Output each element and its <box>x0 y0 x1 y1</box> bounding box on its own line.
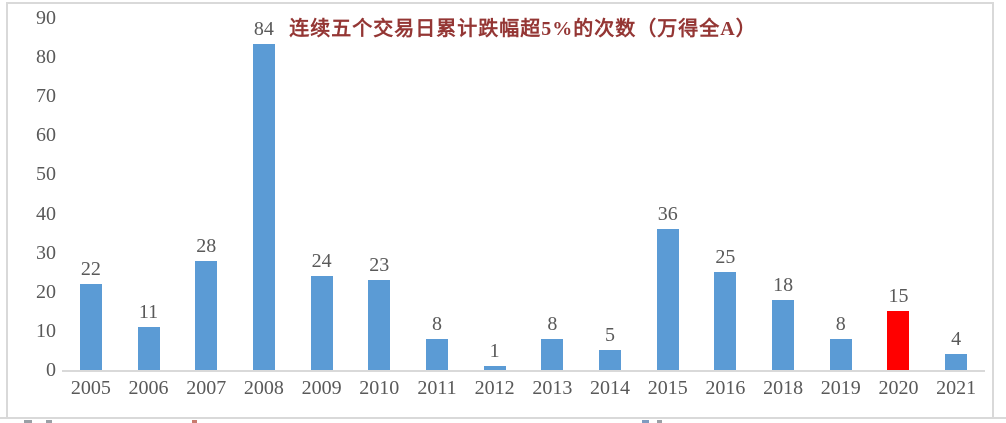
bar-column-2011: 8 <box>408 18 466 370</box>
x-axis-label-2018: 2018 <box>763 377 804 399</box>
x-axis-label-2020: 2020 <box>878 377 919 399</box>
bar-value-label-2008: 84 <box>253 18 274 40</box>
x-axis-label-2009: 2009 <box>301 377 342 399</box>
bar-2015 <box>656 229 679 370</box>
bar-column-2007: 28 <box>177 18 235 370</box>
x-axis-label-2021: 2021 <box>936 377 977 399</box>
bar-2016 <box>714 272 737 370</box>
x-axis-label-2014: 2014 <box>590 377 631 399</box>
plot-area: 22 11 28 84 24 23 8 1 8 5 36 25 18 8 15 4 <box>62 18 985 372</box>
bar-value-label-2019: 8 <box>835 312 846 335</box>
x-axis-label-2011: 2011 <box>417 377 457 399</box>
bar-column-2005: 22 <box>62 18 120 370</box>
bar-column-2020: 15 <box>870 18 928 370</box>
bar-value-label-2007: 28 <box>196 234 217 257</box>
chart-title: 连续五个交易日累计跌幅超5%的次数（万得全A） <box>289 18 757 40</box>
bar-column-2019: 8 <box>812 18 870 370</box>
bar-column-2006: 11 <box>120 18 178 370</box>
x-axis-label-2007: 2007 <box>186 377 227 399</box>
x-axis-label-2012: 2012 <box>474 377 515 399</box>
y-axis-tick-label: 30 <box>36 241 56 264</box>
bar-value-label-2020: 15 <box>888 285 909 308</box>
bar-2020 <box>887 311 910 370</box>
bar-value-label-2009: 24 <box>311 250 332 273</box>
y-axis-tick-label: 20 <box>36 280 56 303</box>
bar-2014 <box>599 350 622 370</box>
bar-value-label-2011: 8 <box>431 312 442 335</box>
bar-2013 <box>541 338 564 370</box>
chart-frame <box>6 2 994 418</box>
x-axis-label-2019: 2019 <box>820 377 861 399</box>
y-axis-tick-label: 40 <box>36 202 56 225</box>
bar-column-2009: 24 <box>293 18 351 370</box>
x-axis-label-2016: 2016 <box>705 377 746 399</box>
y-axis-tick-label: 10 <box>36 319 56 342</box>
cropped-text-remnant <box>24 420 32 423</box>
cropped-text-remnant <box>46 420 52 423</box>
bar-column-2014: 5 <box>581 18 639 370</box>
x-axis-label-2005: 2005 <box>70 377 111 399</box>
bar-value-label-2021: 4 <box>951 328 962 351</box>
x-axis-label-2010: 2010 <box>359 377 400 399</box>
bar-2012 <box>483 366 506 370</box>
cropped-text-remnant <box>657 420 662 423</box>
bar-column-2015: 36 <box>639 18 697 370</box>
bar-value-label-2015: 36 <box>657 203 678 226</box>
bar-column-2013: 8 <box>524 18 582 370</box>
bar-column-2021: 4 <box>927 18 985 370</box>
x-axis-label-2008: 2008 <box>243 377 284 399</box>
y-axis-tick-label: 70 <box>36 85 56 108</box>
bar-value-label-2005: 22 <box>80 257 101 280</box>
bar-2005 <box>79 283 102 370</box>
y-axis-tick-label: 0 <box>46 359 56 381</box>
x-axis-labels: 2005 2006 2007 2008 2009 2010 2011 2012 2013 2014… <box>62 377 985 400</box>
x-axis-label-2006: 2006 <box>128 377 169 399</box>
x-axis-label-2015: 2015 <box>647 377 688 399</box>
bar-2011 <box>425 338 448 370</box>
bar-value-label-2018: 18 <box>773 273 794 296</box>
bottom-border-line <box>0 417 1006 419</box>
bar-value-label-2014: 5 <box>605 324 616 347</box>
bars-container: 22 11 28 84 24 23 8 1 8 5 36 25 18 8 15 4 <box>62 18 985 370</box>
cropped-text-remnant <box>642 420 649 423</box>
y-axis: 0 10 20 30 40 50 60 70 80 90 <box>14 8 56 380</box>
bar-2009 <box>310 276 333 370</box>
bar-column-2018: 18 <box>754 18 812 370</box>
bar-column-2016: 25 <box>697 18 755 370</box>
bar-column-2012: 1 <box>466 18 524 370</box>
bar-2006 <box>137 326 160 370</box>
x-axis-label-2013: 2013 <box>532 377 573 399</box>
y-axis-tick-label: 80 <box>36 46 56 69</box>
bar-value-label-2016: 25 <box>715 246 736 269</box>
bar-2019 <box>829 338 852 370</box>
bar-value-label-2013: 8 <box>547 312 558 335</box>
bar-2018 <box>772 299 795 370</box>
bar-column-2010: 23 <box>350 18 408 370</box>
y-axis-tick-label: 90 <box>36 7 56 29</box>
bar-value-label-2006: 11 <box>138 300 159 323</box>
cropped-text-remnant <box>192 420 197 423</box>
bar-column-2008: 84 <box>235 18 293 370</box>
y-axis-tick-label: 60 <box>36 124 56 147</box>
bar-2021 <box>945 354 968 370</box>
bar-2007 <box>195 260 218 370</box>
bar-value-label-2010: 23 <box>369 254 390 277</box>
y-axis-tick-label: 50 <box>36 163 56 186</box>
bar-value-label-2012: 1 <box>489 340 500 363</box>
bar-2008 <box>252 44 275 370</box>
bar-2010 <box>368 280 391 370</box>
